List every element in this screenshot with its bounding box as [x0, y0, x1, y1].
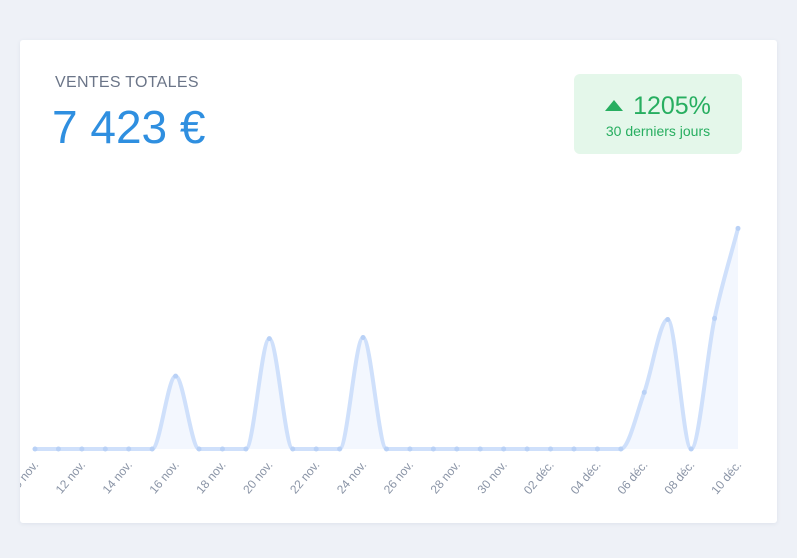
point	[102, 446, 108, 452]
point	[407, 446, 413, 452]
point	[641, 389, 647, 395]
total-value: 7 423 €	[52, 101, 206, 153]
x-tick-label: 08 déc.	[661, 458, 697, 497]
point	[594, 446, 600, 452]
x-tick-label: 06 déc.	[615, 458, 651, 497]
point	[173, 373, 179, 379]
card-title: VENTES TOTALES	[55, 74, 199, 91]
x-tick-label: 28 nov.	[428, 458, 463, 496]
point	[32, 446, 38, 452]
period-label: 30 derniers jours	[605, 123, 711, 139]
x-tick-label: 12 nov.	[53, 458, 88, 496]
point	[384, 446, 389, 452]
point	[665, 317, 671, 323]
point	[219, 446, 225, 452]
x-tick-label: 14 nov.	[100, 458, 135, 496]
point	[688, 446, 694, 452]
point	[313, 446, 319, 452]
point	[571, 446, 577, 452]
up-arrow	[605, 100, 624, 111]
x-tick-label: 16 nov.	[146, 458, 181, 496]
x-tick-label: 30 nov.	[475, 458, 510, 496]
point	[548, 446, 554, 452]
point	[501, 446, 507, 452]
chart: 10 nov. 12 nov. 14 nov. 16 nov. 18 nov. 20 no…	[20, 225, 744, 497]
x-tick-label: 02 déc.	[521, 458, 557, 497]
line	[35, 227, 740, 451]
point	[712, 315, 718, 321]
x-tick-label: 24 nov.	[334, 458, 369, 496]
point	[126, 446, 132, 452]
change-badge: 1205% 30 derniers jours	[574, 74, 742, 154]
point	[290, 446, 296, 452]
point	[735, 225, 741, 231]
point	[618, 446, 624, 452]
point	[243, 446, 249, 452]
point	[430, 446, 436, 452]
point	[266, 336, 272, 342]
x-tick-label: 04 déc.	[568, 458, 604, 497]
x-tick-label: 18 nov.	[193, 458, 228, 496]
x-tick-label: 20 nov.	[240, 458, 275, 496]
x-tick-label: 10 déc.	[708, 458, 744, 497]
point	[360, 334, 366, 340]
point	[149, 446, 155, 452]
point	[477, 446, 483, 452]
x-tick-label: 22 nov.	[287, 458, 322, 496]
change-value: 1205%	[633, 92, 711, 120]
point	[454, 446, 460, 452]
area	[35, 228, 738, 449]
point	[337, 446, 343, 452]
x-tick-label: 10 nov.	[20, 458, 41, 496]
point	[79, 446, 85, 452]
point	[55, 446, 61, 452]
point	[196, 446, 202, 452]
x-tick-label: 26 nov.	[381, 458, 416, 496]
sales-card: VENTES TOTALES 7 423 € 1205% 30 derniers…	[20, 40, 777, 523]
point	[524, 446, 530, 452]
